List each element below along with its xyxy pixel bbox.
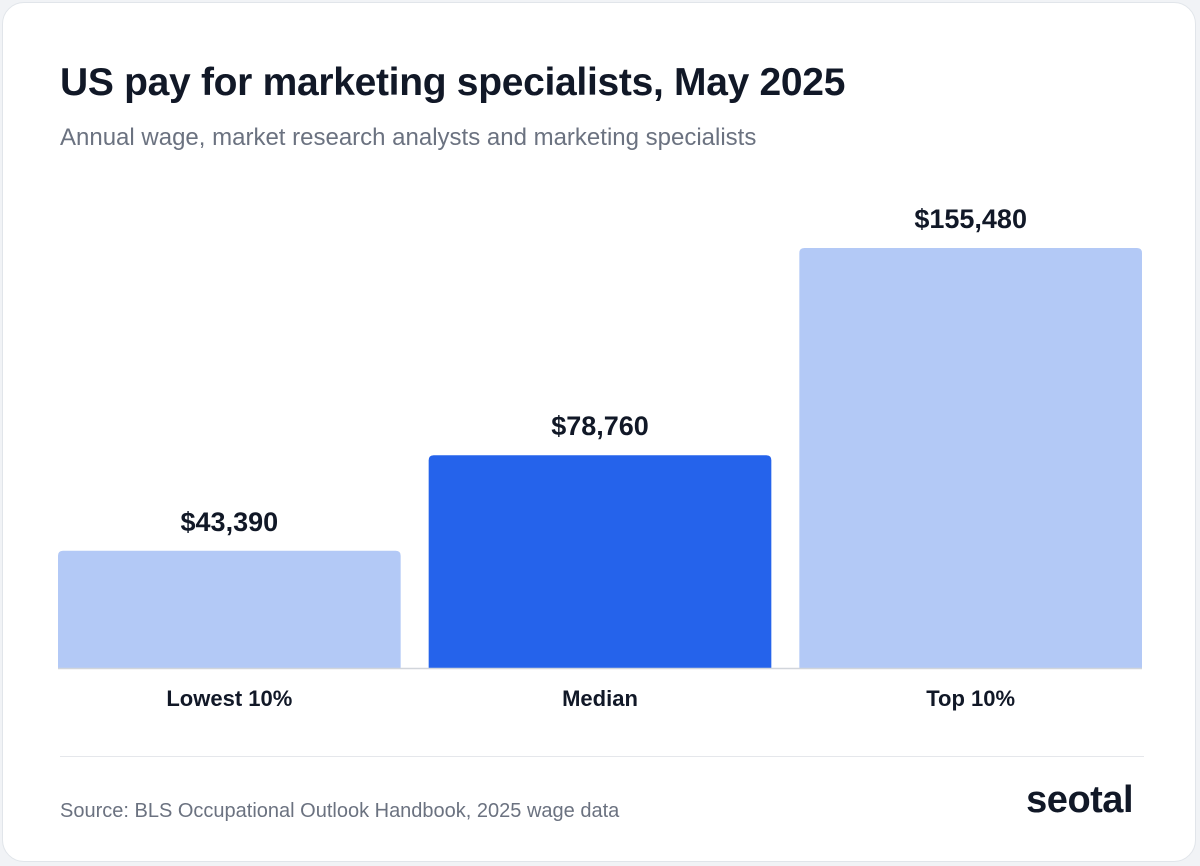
bar-value-label: $78,760 [551,411,649,441]
category-label: Top 10% [926,686,1015,711]
bar-median [428,455,772,668]
source-note: Source: BLS Occupational Outlook Handboo… [60,800,620,822]
category-label: Median [562,686,638,711]
chart-title: US pay for marketing specialists, May 20… [60,61,846,104]
brand-logo: seotal [1026,779,1133,821]
bar-value-label: $155,480 [914,204,1027,234]
bar-top-10 [799,248,1142,668]
category-label: Lowest 10% [166,686,292,711]
footer-divider [60,756,1144,757]
bar-value-label: $43,390 [181,507,279,537]
chart-subtitle: Annual wage, market research analysts an… [60,124,757,151]
bar-lowest-10 [58,550,401,668]
